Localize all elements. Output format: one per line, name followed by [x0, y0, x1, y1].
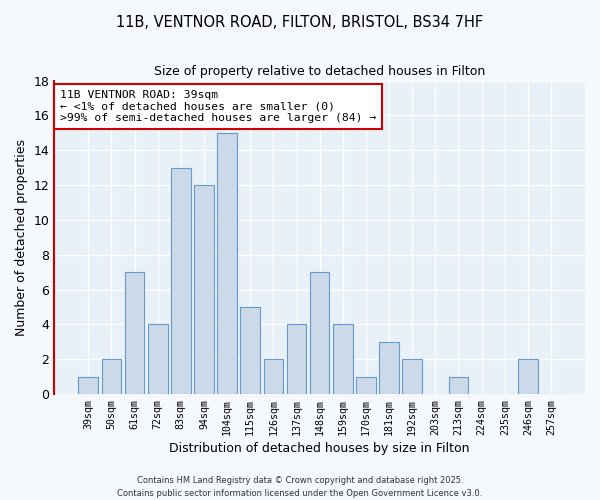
Text: 11B VENTNOR ROAD: 39sqm
← <1% of detached houses are smaller (0)
>99% of semi-de: 11B VENTNOR ROAD: 39sqm ← <1% of detache…: [59, 90, 376, 123]
Bar: [403, 360, 422, 394]
Bar: [287, 324, 307, 394]
Title: Size of property relative to detached houses in Filton: Size of property relative to detached ho…: [154, 65, 485, 78]
Bar: [241, 307, 260, 394]
Text: 11B, VENTNOR ROAD, FILTON, BRISTOL, BS34 7HF: 11B, VENTNOR ROAD, FILTON, BRISTOL, BS34…: [116, 15, 484, 30]
Bar: [101, 360, 121, 394]
Bar: [148, 324, 167, 394]
Bar: [518, 360, 538, 394]
Text: Contains HM Land Registry data © Crown copyright and database right 2025.
Contai: Contains HM Land Registry data © Crown c…: [118, 476, 482, 498]
Bar: [333, 324, 353, 394]
Y-axis label: Number of detached properties: Number of detached properties: [15, 139, 28, 336]
Bar: [217, 133, 237, 394]
Bar: [194, 185, 214, 394]
Bar: [125, 272, 145, 394]
Bar: [356, 377, 376, 394]
Bar: [379, 342, 399, 394]
X-axis label: Distribution of detached houses by size in Filton: Distribution of detached houses by size …: [169, 442, 470, 455]
Bar: [263, 360, 283, 394]
Bar: [79, 377, 98, 394]
Bar: [449, 377, 469, 394]
Bar: [171, 168, 191, 394]
Bar: [310, 272, 329, 394]
